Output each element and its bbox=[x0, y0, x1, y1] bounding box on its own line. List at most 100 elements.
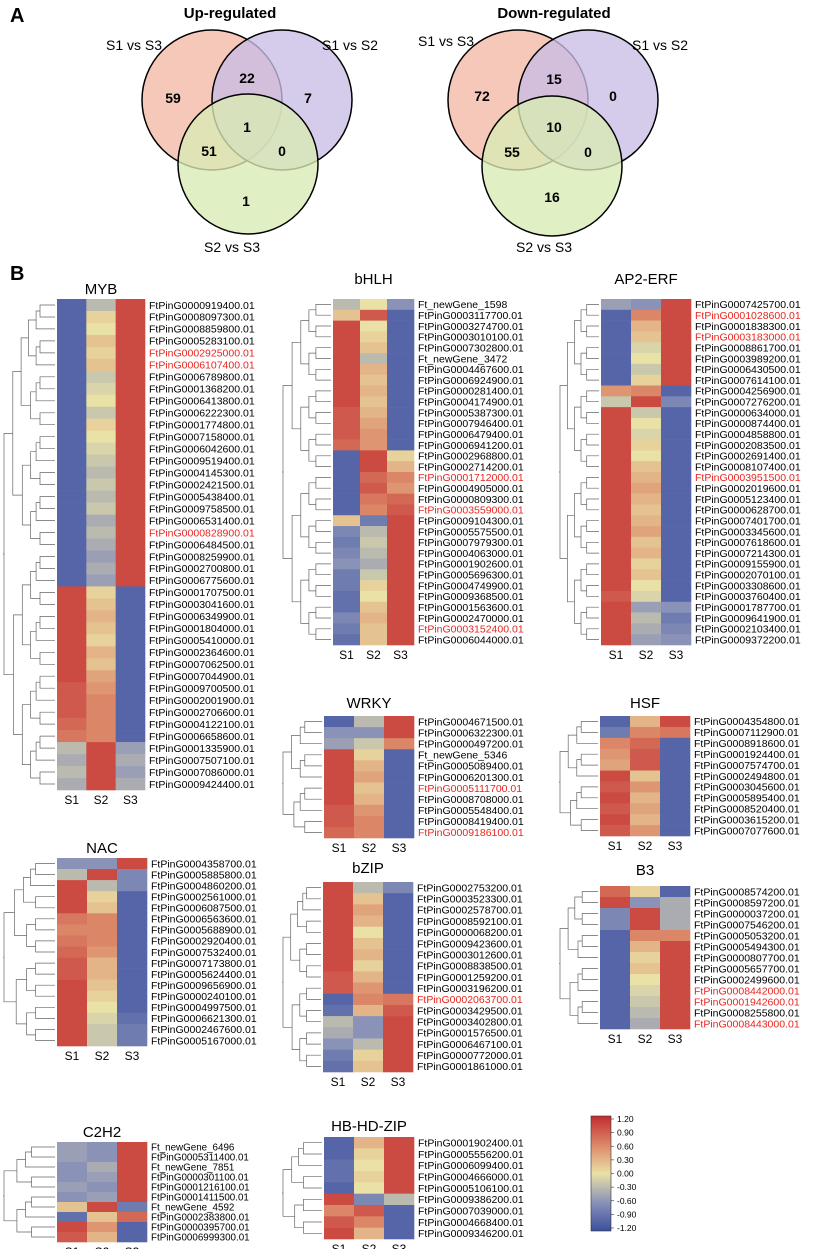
heatmap-cell bbox=[360, 363, 388, 375]
gene-label: FtPinG0005438400.01 bbox=[149, 491, 255, 503]
gene-label: FtPinG0001028600.01 bbox=[695, 310, 801, 322]
gene-label: FtPinG0002019600.01 bbox=[695, 483, 801, 495]
gene-label: FtPinG0006087500.01 bbox=[151, 903, 257, 915]
venn-count: 1 bbox=[243, 119, 251, 135]
color-bar-tick-label: -1.20 bbox=[617, 1223, 637, 1233]
gene-label: FtPinG0003345600.01 bbox=[695, 526, 801, 538]
heatmap-cell bbox=[660, 952, 691, 964]
gene-label: FtPinG0007574700.01 bbox=[694, 760, 800, 772]
gene-label: FtPinG0006658600.01 bbox=[149, 731, 255, 743]
heatmap-cell bbox=[353, 915, 384, 928]
dendrogram-branch bbox=[586, 563, 599, 576]
gene-label: FtPinG0003183000.01 bbox=[695, 332, 801, 344]
heatmap-cell bbox=[86, 766, 116, 779]
heatmap-cell bbox=[324, 1137, 355, 1149]
heatmap-cell bbox=[630, 941, 661, 953]
venn-count: 59 bbox=[165, 90, 181, 106]
dendrogram-branch bbox=[39, 436, 55, 450]
dendrogram-branch bbox=[30, 630, 40, 659]
heatmap-cell bbox=[384, 826, 415, 839]
heatmap-cell bbox=[333, 515, 361, 527]
gene-label: FtPinG0000772000.01 bbox=[417, 1050, 523, 1062]
dendrogram-branch bbox=[14, 889, 27, 936]
heatmap-cell bbox=[324, 1148, 355, 1160]
gene-label: FtPinG0007158000.01 bbox=[149, 432, 255, 444]
heatmap-cell bbox=[57, 310, 87, 324]
heatmap-cell bbox=[57, 634, 87, 647]
gene-label: FtPinG0005575500.01 bbox=[418, 526, 524, 538]
heatmap-cell bbox=[354, 760, 385, 772]
heatmap-cell bbox=[387, 482, 415, 494]
color-scale-legend: 1.20 0.90 0.60 0.30 0.00 -0.30 -0.60 -0.90 -1.20 bbox=[590, 1114, 637, 1233]
heatmap-cell bbox=[661, 407, 692, 419]
gene-label: FtPinG0007532400.01 bbox=[151, 947, 257, 959]
heatmap-cell bbox=[387, 515, 415, 527]
gene-label: FtPinG0001563600.01 bbox=[418, 602, 524, 614]
heatmap-cell bbox=[630, 919, 661, 931]
gene-label: FtPinG0000809300.01 bbox=[418, 494, 524, 506]
gene-label: FtPinG0005696300.01 bbox=[418, 570, 524, 582]
dendrogram-branch bbox=[291, 1156, 304, 1183]
heatmap-cell bbox=[661, 353, 692, 365]
heatmap-cell bbox=[660, 930, 691, 942]
heatmap-cell bbox=[86, 694, 116, 707]
dendrogram-branch bbox=[586, 477, 599, 489]
dendrogram-branch bbox=[39, 304, 55, 318]
gene-label: FtPinG0002421500.01 bbox=[149, 479, 255, 491]
gene-label: FtPinG0004858800.01 bbox=[695, 429, 801, 441]
heatmap-cell bbox=[87, 1152, 118, 1163]
heatmap-cell bbox=[57, 1162, 88, 1173]
dendrogram-branch bbox=[299, 1038, 307, 1062]
dendrogram-branch bbox=[35, 442, 55, 462]
heatmap-cell bbox=[630, 908, 661, 920]
heatmap-cell bbox=[600, 814, 631, 826]
gene-label: FtPinG0002070100.01 bbox=[695, 570, 801, 582]
gene-label: FtPinG0002103400.01 bbox=[695, 624, 801, 636]
heatmap-cell bbox=[600, 974, 631, 986]
heatmap-cell bbox=[600, 930, 631, 942]
dendrogram-branch bbox=[35, 562, 55, 581]
heatmap-cell bbox=[383, 949, 414, 961]
heatmap-cell bbox=[354, 1216, 385, 1228]
heatmap-cell bbox=[323, 1027, 354, 1039]
heatmap-cell bbox=[360, 342, 388, 354]
heatmap-cell bbox=[354, 1159, 385, 1172]
dendrogram-branch bbox=[30, 571, 40, 599]
heatmap-cell bbox=[660, 737, 691, 750]
gene-label: FtPinG0005624400.01 bbox=[151, 969, 257, 981]
gene-label: FtPinG0005053200.01 bbox=[694, 930, 800, 942]
heatmap-cell bbox=[57, 299, 87, 312]
gene-label: FtPinG0005657700.01 bbox=[694, 963, 800, 975]
gene-label: FtPinG0007112900.01 bbox=[694, 727, 799, 739]
heatmap-cell bbox=[360, 526, 388, 538]
heatmap-cell bbox=[117, 880, 148, 892]
heatmap-cell bbox=[57, 706, 87, 719]
heatmap-cell bbox=[87, 990, 118, 1003]
venn-count: 0 bbox=[609, 88, 617, 104]
heatmap-cell bbox=[360, 601, 388, 613]
dendrogram-branch bbox=[586, 325, 599, 338]
gene-label: FtPinG0000068200.01 bbox=[417, 927, 523, 939]
heatmap-cell bbox=[383, 971, 414, 983]
gene-label: FtPinG0004354800.01 bbox=[694, 716, 800, 728]
heatmap-cell bbox=[57, 858, 88, 870]
heatmap-cell bbox=[86, 299, 116, 312]
heatmap-cell bbox=[87, 946, 118, 958]
heatmap-cell bbox=[631, 385, 662, 397]
heatmap-cell bbox=[86, 706, 116, 719]
gene-label: Ft_newGene_3472 bbox=[418, 353, 507, 365]
venn-set-label: S1 vs S3 bbox=[106, 37, 162, 53]
gene-label: FtPinG0002561000.01 bbox=[151, 891, 257, 903]
dendrogram-branch bbox=[26, 1012, 36, 1036]
heatmap-cell bbox=[354, 826, 385, 839]
heatmap-cell bbox=[333, 634, 361, 646]
gene-label: FtPinG0007946400.01 bbox=[418, 418, 524, 430]
sample-label: S1 bbox=[609, 648, 624, 662]
heatmap-cell bbox=[661, 569, 692, 581]
heatmap-cell bbox=[661, 536, 692, 548]
gene-label: Ft_newGene_1598 bbox=[418, 299, 507, 311]
dendrogram-branch bbox=[303, 1142, 322, 1155]
heatmap-cell bbox=[631, 320, 662, 332]
heatmap-cell bbox=[86, 346, 116, 360]
dendrogram-branch bbox=[576, 792, 598, 810]
